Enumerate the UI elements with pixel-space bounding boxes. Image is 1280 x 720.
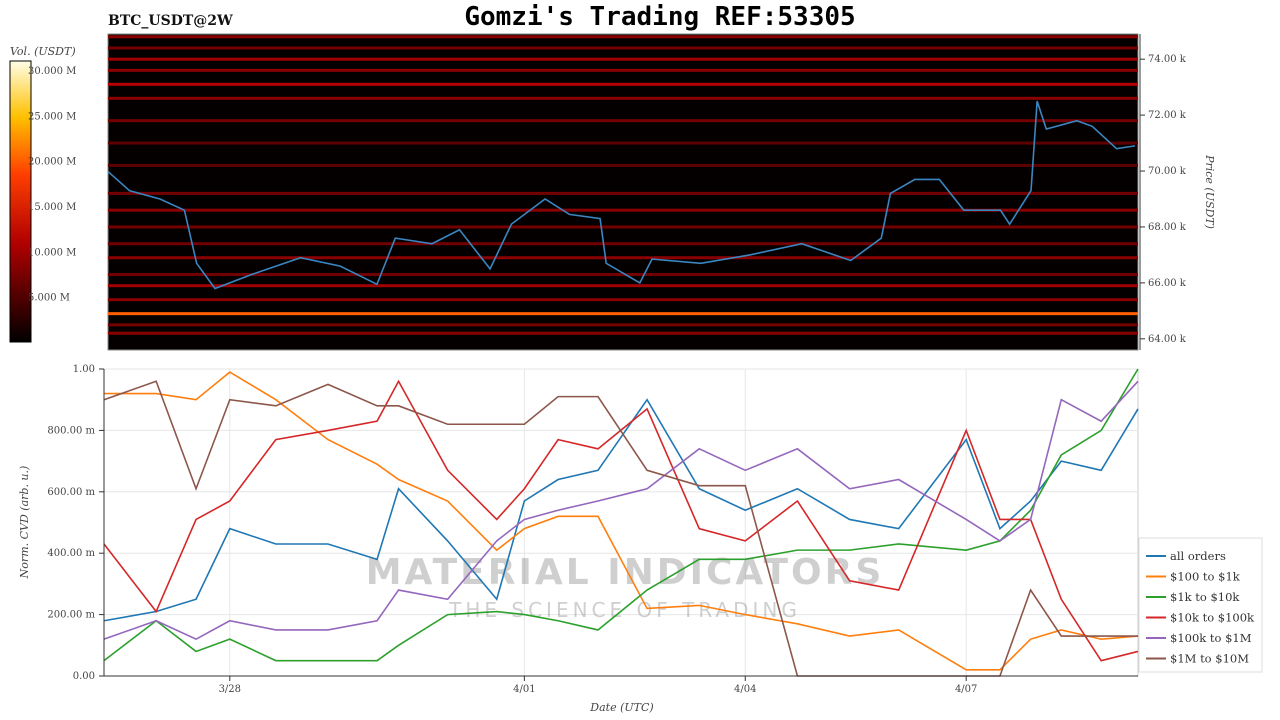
cvd-tick-label: 200.00 m — [47, 610, 95, 621]
colorbar-tick-label: 10.000 M — [28, 247, 76, 258]
chart-title: Gomzi's Trading REF:53305 — [464, 2, 855, 32]
heatmap-level — [108, 119, 1138, 123]
heatmap-level — [108, 141, 1138, 145]
heatmap-level — [108, 312, 1138, 316]
price-tick-label: 74.00 k — [1148, 54, 1187, 65]
cvd-axis-label: Norm. CVD (arb. u.) — [18, 466, 31, 580]
legend-label: $10k to $100k — [1170, 611, 1255, 625]
cvd-tick-label: 600.00 m — [47, 487, 95, 498]
cvd-line--100k-to-1m — [103, 380, 1139, 641]
colorbar-tick-label: 25.000 M — [28, 111, 76, 122]
watermark-line2: THE SCIENCE OF TRADING — [448, 598, 801, 622]
legend: all orders $100 to $1k $1k to $10k $10k to … — [1138, 537, 1263, 673]
legend-box — [1138, 537, 1263, 673]
legend-label: $1M to $10M — [1170, 652, 1249, 666]
heatmap-level — [108, 163, 1138, 167]
cvd-lines — [103, 368, 1139, 677]
date-tick-label: 3/28 — [219, 684, 241, 695]
legend-label: all orders — [1170, 549, 1226, 563]
heatmap-level — [108, 323, 1138, 327]
cvd-line--10k-to-100k — [103, 379, 1139, 662]
price-axis-label: Price (USDT) — [1203, 154, 1216, 229]
price-tick-label: 68.00 k — [1148, 222, 1187, 233]
date-tick-label: 4/07 — [955, 684, 977, 695]
symbol-label: BTC_USDT@2W — [108, 13, 233, 29]
heatmap-level — [108, 96, 1138, 100]
heatmap-level — [108, 284, 1138, 288]
colorbar-tick-label: 15.000 M — [28, 202, 76, 213]
date-tick-label: 4/04 — [734, 684, 756, 695]
heatmap-level — [108, 225, 1138, 229]
colorbar-tick-label: 5.000 M — [28, 293, 70, 304]
colorbar — [9, 60, 32, 343]
cvd-line--100-to-1k — [104, 371, 1139, 671]
heatmap-level — [108, 68, 1138, 72]
cvd-tick-label: 400.00 m — [47, 548, 95, 559]
colorbar-tick-label: 20.000 M — [28, 157, 76, 168]
cvd-tick-label: 0.00 — [73, 671, 95, 682]
heatmap-level — [108, 331, 1138, 335]
x-axis-label: Date (UTC) — [589, 701, 653, 714]
heatmap-level — [108, 272, 1138, 276]
price-tick-label: 64.00 k — [1148, 334, 1187, 345]
cvd-plot-area — [103, 368, 1139, 677]
heatmap-level — [108, 82, 1138, 86]
heatmap-level — [108, 191, 1138, 195]
price-tick-label: 70.00 k — [1148, 166, 1187, 177]
cvd-tick-label: 1.00 — [73, 364, 95, 375]
heatmap-levels — [108, 35, 1138, 335]
heatmap-level — [108, 57, 1138, 61]
legend-label: $100k to $1M — [1170, 631, 1252, 645]
heatmap-level — [108, 242, 1138, 246]
date-tick-label: 4/01 — [513, 684, 535, 695]
legend-label: $100 to $1k — [1170, 570, 1241, 584]
cvd-line-all-orders — [103, 398, 1139, 622]
heatmap-level — [108, 208, 1138, 212]
price-axis: 64.00 k 66.00 k 68.00 k 70.00 k 72.00 k 74.00… — [1139, 34, 1187, 350]
heatmap-level — [108, 256, 1138, 260]
colorbar-label: Vol. (USDT) — [10, 45, 76, 58]
price-tick-label: 72.00 k — [1148, 110, 1187, 121]
heatmap-level — [108, 298, 1138, 302]
price-line-group — [107, 100, 1136, 290]
legend-label: $1k to $10k — [1170, 590, 1240, 604]
colorbar-tick-label: 30.000 M — [28, 66, 76, 77]
price-line — [107, 100, 1136, 290]
price-tick-label: 66.00 k — [1148, 278, 1187, 289]
heatmap-level — [108, 35, 1138, 39]
colorbar-ticks: 5.000 M 10.000 M 15.000 M 20.000 M 25.000 M 3… — [28, 66, 76, 304]
cvd-tick-label: 800.00 m — [47, 425, 95, 436]
heatmap-level — [108, 46, 1138, 50]
watermark-line1: MATERIAL INDICATORS — [366, 552, 885, 593]
cvd-axes: 0.00 200.00 m 400.00 m 600.00 m 800.00 m 1.00… — [47, 364, 1138, 695]
